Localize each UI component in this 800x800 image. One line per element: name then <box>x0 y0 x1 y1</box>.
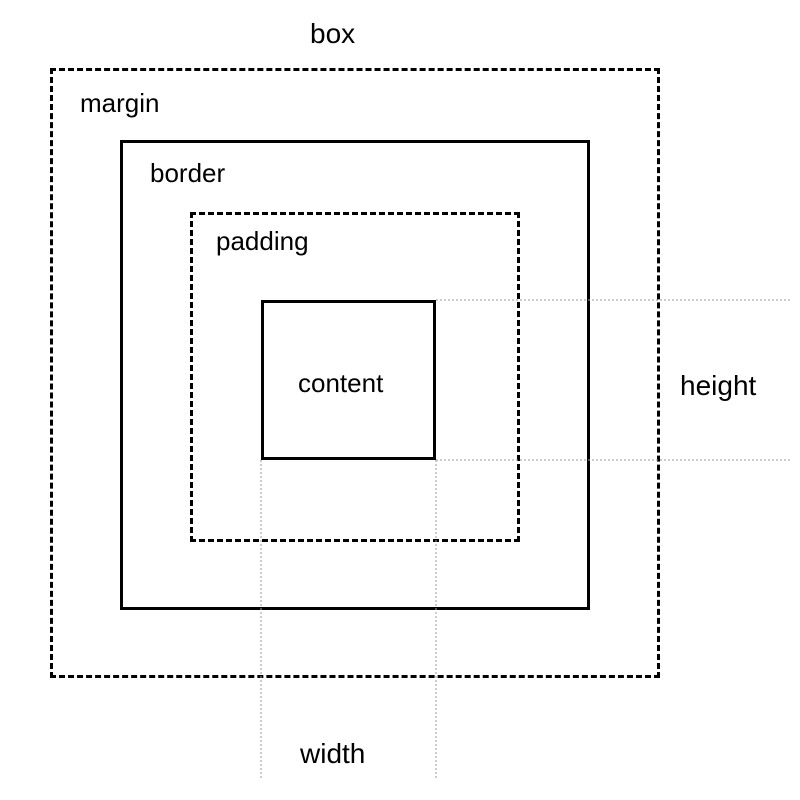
height-label: height <box>680 370 756 402</box>
content-label: content <box>298 368 383 399</box>
padding-label: padding <box>216 226 309 257</box>
margin-label: margin <box>80 88 159 119</box>
width-label: width <box>300 738 365 770</box>
border-label: border <box>150 158 225 189</box>
box-model-diagram: box margin border padding content width … <box>0 0 800 800</box>
title-label: box <box>310 18 355 50</box>
